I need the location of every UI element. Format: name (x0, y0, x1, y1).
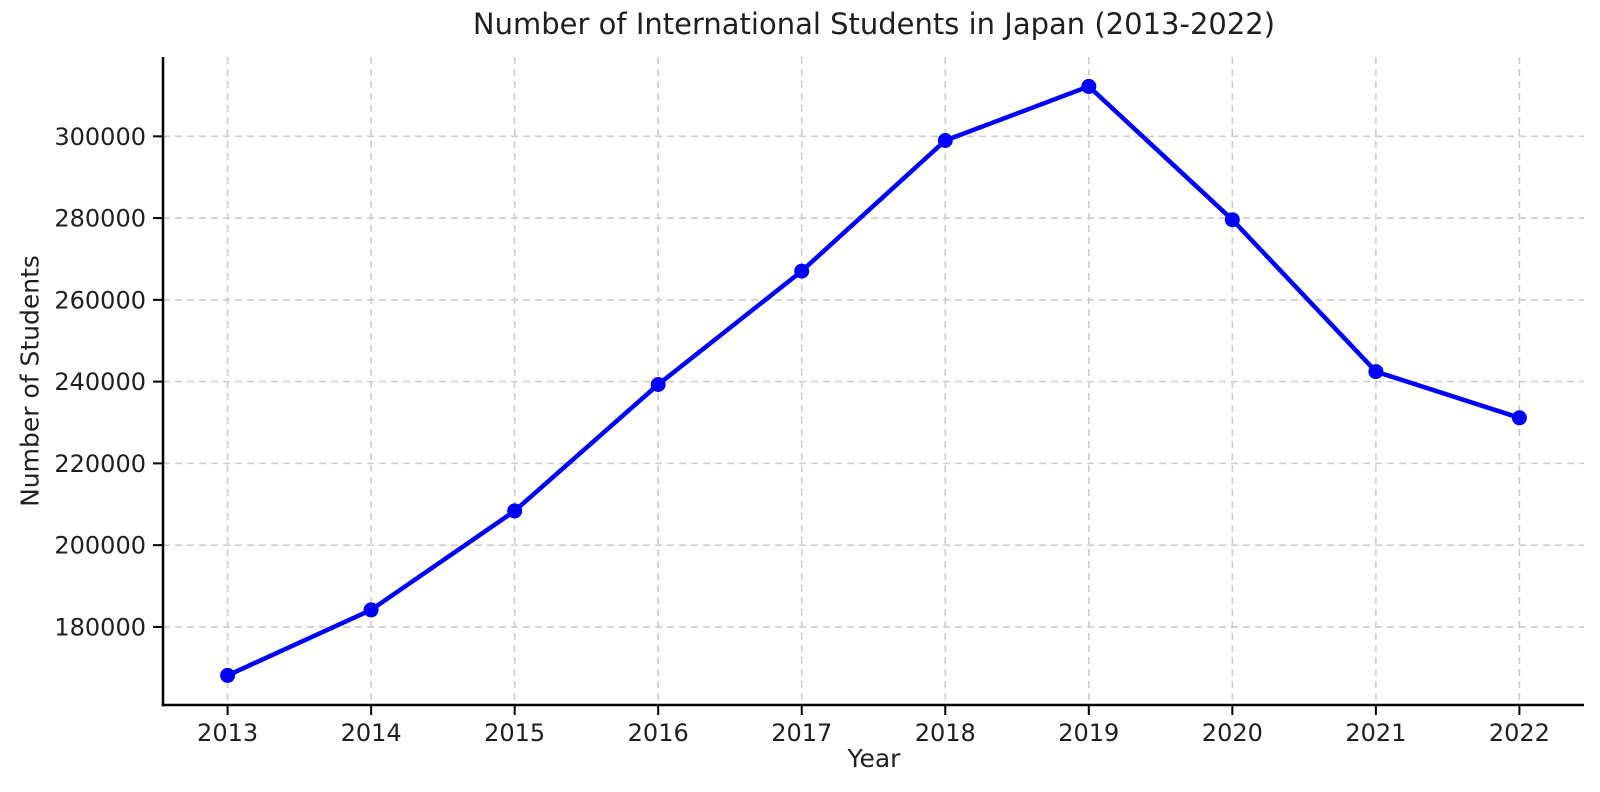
data-point-marker (220, 667, 236, 683)
y-tick-label: 260000 (54, 286, 146, 314)
data-point-marker (937, 133, 953, 148)
x-axis-label: Year (847, 744, 901, 773)
x-tick-label: 2018 (915, 719, 976, 747)
x-tick-label: 2017 (771, 719, 832, 747)
y-tick-label: 240000 (54, 368, 146, 396)
y-tick-label: 200000 (54, 532, 146, 560)
y-tick-label: 300000 (54, 123, 146, 151)
data-point-marker (1368, 364, 1384, 380)
data-point-marker (794, 263, 810, 279)
x-tick-label: 2016 (628, 719, 689, 747)
data-point-marker (507, 503, 523, 519)
data-point-marker (650, 377, 666, 392)
data-point-marker (363, 602, 379, 618)
y-tick-label: 280000 (54, 205, 146, 233)
data-point-marker (1224, 212, 1240, 228)
x-tick-label: 2015 (484, 719, 545, 747)
y-tick-label: 220000 (54, 450, 146, 478)
x-tick-label: 2020 (1202, 719, 1263, 747)
x-tick-label: 2014 (341, 719, 402, 747)
y-axis-label: Number of Students (15, 255, 45, 507)
data-point-marker (1081, 78, 1097, 94)
chart-title: Number of International Students in Japa… (472, 7, 1276, 41)
x-tick-label: 2019 (1058, 719, 1119, 747)
gridlines (163, 57, 1584, 705)
y-tick-label: 180000 (54, 613, 146, 641)
x-tick-label: 2013 (197, 719, 258, 747)
data-point-markers (220, 78, 1527, 683)
x-tick-label: 2022 (1489, 719, 1550, 747)
axis-ticks (153, 135, 1521, 715)
data-line (225, 84, 1522, 678)
axis-tick-labels: 2013 2014 2015 2016 2017 2018 2019 2020 2021 2022… (54, 123, 1550, 747)
x-tick-label: 2021 (1345, 719, 1406, 747)
data-point-marker (1511, 410, 1527, 426)
